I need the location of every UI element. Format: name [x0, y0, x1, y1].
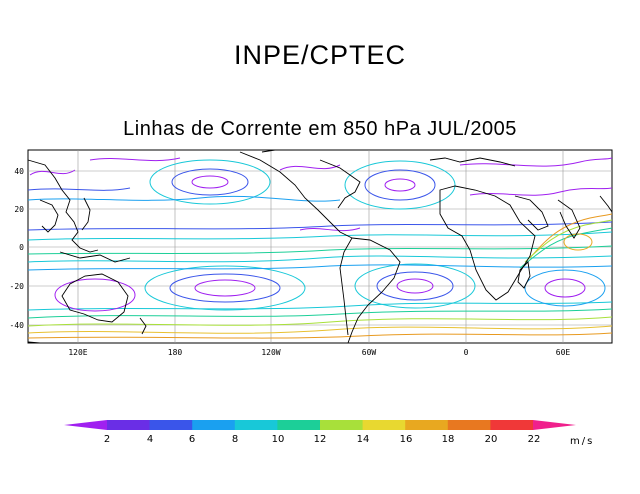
lon-label-120e: 120E [68, 348, 87, 357]
scale-segment-1 [107, 420, 151, 430]
scale-label-4: 4 [147, 434, 153, 445]
lon-label-120w: 120W [261, 348, 280, 357]
scale-label-2: 2 [104, 434, 110, 445]
scale-label-10: 10 [272, 434, 285, 445]
scale-label-16: 16 [400, 434, 413, 445]
lon-label-180: 180 [168, 348, 183, 357]
scale-segment-2 [149, 420, 193, 430]
lon-label-60e: 60E [556, 348, 571, 357]
color-scale-labels: 2 4 6 8 10 12 14 16 18 20 22 m/s [104, 434, 594, 447]
lat-label-minus40: -40 [10, 321, 25, 330]
scale-label-14: 14 [357, 434, 370, 445]
scale-label-18: 18 [442, 434, 455, 445]
coastlines [27, 149, 613, 344]
grid-lines [28, 150, 612, 343]
scale-label-8: 8 [232, 434, 238, 445]
scale-segment-4 [234, 420, 278, 430]
lat-label-minus20: -20 [10, 282, 25, 291]
lon-label-60w: 60W [362, 348, 377, 357]
scale-segment-high-triangle [533, 420, 576, 430]
scale-label-20: 20 [485, 434, 498, 445]
lon-label-0: 0 [464, 348, 469, 357]
color-scale-bar [64, 420, 576, 430]
page-title: INPE/CPTEC [233, 40, 407, 70]
streamlines [27, 157, 613, 339]
scale-segment-5 [277, 420, 321, 430]
map-title: Linhas de Corrente em 850 hPa JUL/2005 [123, 118, 517, 140]
lat-label-0: 0 [19, 243, 24, 252]
scale-segment-6 [320, 420, 364, 430]
scale-segment-8 [405, 420, 449, 430]
scale-segment-9 [447, 420, 491, 430]
scale-label-12: 12 [314, 434, 327, 445]
lat-label-20: 20 [14, 205, 24, 214]
scale-label-6: 6 [189, 434, 195, 445]
scale-segment-10 [490, 420, 534, 430]
scale-segment-3 [192, 420, 236, 430]
scale-segment-low-triangle [64, 420, 107, 430]
lat-label-40: 40 [14, 167, 24, 176]
scale-label-22: 22 [528, 434, 541, 445]
lon-axis: 120E 180 120W 60W 0 60E [68, 348, 570, 357]
scale-segment-7 [362, 420, 406, 430]
scale-unit: m/s [570, 436, 594, 447]
lat-axis: 40 20 0 -20 -40 [10, 167, 25, 330]
